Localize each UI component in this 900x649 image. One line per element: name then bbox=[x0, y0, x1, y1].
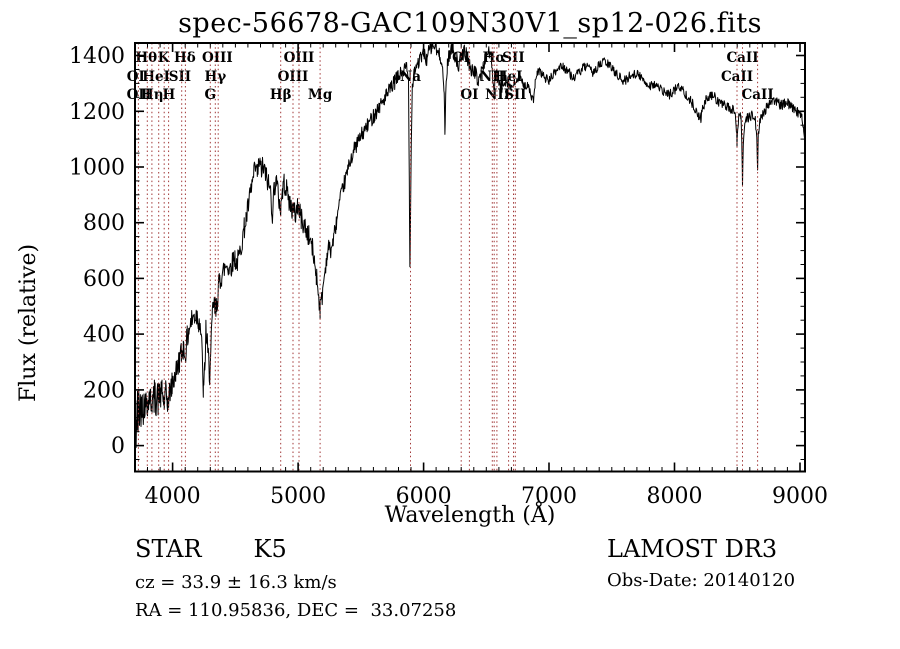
x-tick-label: 8000 bbox=[647, 484, 703, 509]
line-marker-label: Hα bbox=[483, 50, 507, 66]
x-axis-label: Wavelength (Å) bbox=[384, 503, 556, 528]
line-marker-label: SII bbox=[502, 50, 524, 66]
plot-title: spec-56678-GAC109N30V1_sp12-026.fits bbox=[178, 8, 762, 39]
survey-release-label: LAMOST DR3 bbox=[607, 535, 778, 563]
line-marker-label: Hθ bbox=[135, 50, 157, 66]
y-tick-label: 1200 bbox=[69, 100, 125, 125]
line-marker-label: OIII bbox=[284, 50, 315, 66]
object-subclass: K5 bbox=[253, 535, 287, 563]
radial-velocity-line: cz = 33.9 ± 16.3 km/s bbox=[135, 572, 337, 593]
y-tick-label: 200 bbox=[83, 378, 125, 403]
line-marker-label: HeI bbox=[142, 69, 170, 85]
line-marker-label: SII bbox=[169, 69, 191, 85]
x-tick-label: 4000 bbox=[145, 484, 201, 509]
line-marker-label: CaII bbox=[726, 50, 758, 66]
y-axis-label: Flux (relative) bbox=[16, 243, 41, 402]
x-tick-label: 7000 bbox=[521, 484, 577, 509]
line-marker-label: OIII bbox=[278, 69, 309, 85]
line-marker-label: Na bbox=[400, 69, 421, 85]
plot-frame bbox=[134, 42, 806, 473]
line-marker-label: Hγ bbox=[204, 69, 226, 85]
x-tick-label: 9000 bbox=[772, 484, 828, 509]
line-marker-label: CaII bbox=[721, 69, 753, 85]
y-tick-label: 1000 bbox=[69, 156, 125, 181]
line-marker-label: Hδ bbox=[174, 50, 196, 66]
classification-line: STAR K5 bbox=[135, 535, 287, 563]
x-tick-label: 6000 bbox=[396, 484, 452, 509]
line-marker-label: NII bbox=[485, 87, 510, 103]
line-marker-label: OIII bbox=[202, 50, 233, 66]
y-tick-label: 1400 bbox=[69, 44, 125, 69]
coordinates-line: RA = 110.95836, DEC = 33.07258 bbox=[135, 600, 457, 621]
y-tick-label: 0 bbox=[111, 434, 125, 459]
x-tick-label: 5000 bbox=[270, 484, 326, 509]
y-tick-label: 800 bbox=[83, 211, 125, 236]
y-tick-label: 600 bbox=[83, 267, 125, 292]
object-class: STAR bbox=[135, 535, 202, 563]
spectrum-line bbox=[134, 43, 806, 461]
line-marker-label: K bbox=[158, 50, 171, 66]
obs-date-line: Obs-Date: 20140120 bbox=[607, 570, 796, 591]
y-tick-label: 400 bbox=[83, 323, 125, 348]
